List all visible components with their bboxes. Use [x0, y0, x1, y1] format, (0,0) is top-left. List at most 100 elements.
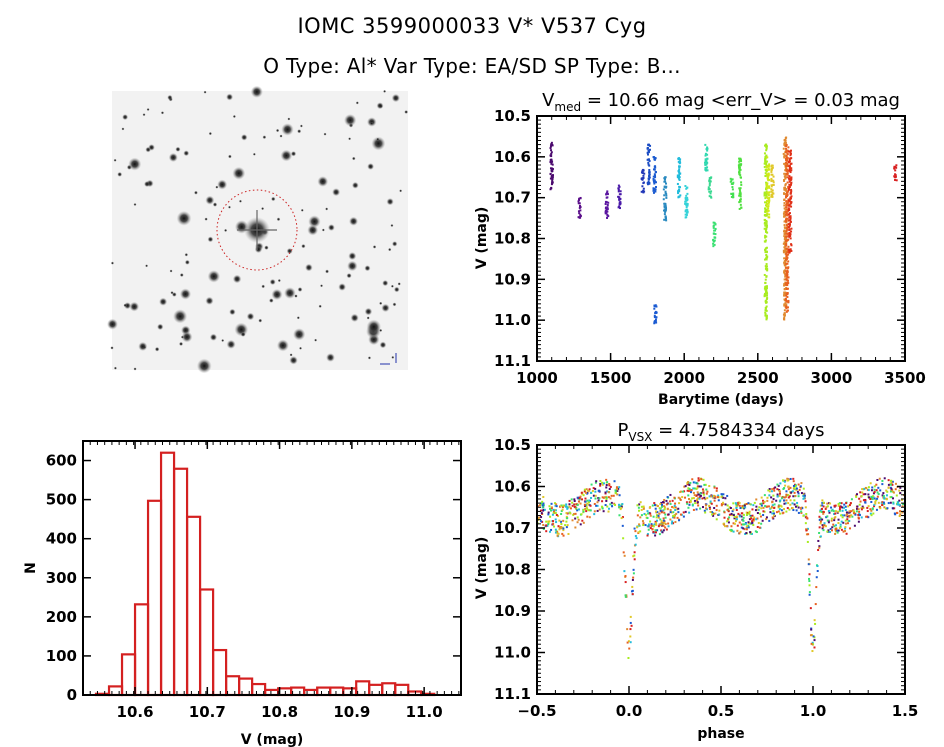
- lightcurve-point: [786, 152, 789, 155]
- star: [379, 301, 383, 305]
- phased-point: [808, 593, 811, 596]
- phased-point: [628, 647, 631, 650]
- lightcurve-point: [708, 188, 711, 191]
- lightcurve-point: [679, 158, 682, 161]
- lightcurve-point: [706, 149, 709, 152]
- phased-point: [898, 499, 901, 502]
- lightcurve-point: [664, 204, 667, 207]
- lightcurve-point: [784, 208, 787, 211]
- star: [227, 205, 231, 209]
- phased-point: [607, 510, 610, 513]
- phased-point: [658, 512, 661, 515]
- lightcurve-point: [704, 168, 707, 171]
- lightcurve-point: [765, 254, 768, 257]
- phased-point: [818, 546, 821, 549]
- lightcurve-point: [704, 160, 707, 163]
- lightcurve-point: [740, 181, 743, 184]
- lightcurve-point: [551, 174, 554, 177]
- phased-point: [825, 506, 828, 509]
- star: [175, 146, 181, 152]
- phased-point: [848, 527, 851, 530]
- lightcurve-point: [765, 263, 768, 266]
- phased-point: [747, 521, 750, 524]
- phased-point: [656, 519, 659, 522]
- phased-point: [642, 524, 645, 527]
- phased-point: [604, 491, 607, 494]
- phased-point: [822, 510, 825, 513]
- star: [232, 166, 246, 180]
- phased-point: [902, 503, 905, 506]
- phased-point: [862, 499, 865, 502]
- phased-point: [634, 530, 637, 533]
- phased-point: [723, 523, 726, 526]
- phased-point: [842, 530, 845, 533]
- phased-point: [589, 509, 592, 512]
- lightcurve-point: [785, 303, 788, 306]
- lightcurve-point: [677, 177, 680, 180]
- lightcurve-point: [653, 304, 656, 307]
- lightcurve-point: [784, 174, 787, 177]
- lightcurve-point: [784, 184, 787, 187]
- lightcurve-point: [788, 235, 791, 238]
- lightcurve-point: [684, 210, 687, 213]
- phased-point: [566, 517, 569, 520]
- phased-point: [875, 489, 878, 492]
- phased-point: [771, 488, 774, 491]
- phased-point: [702, 493, 705, 496]
- lightcurve-point: [765, 149, 768, 152]
- phased-point: [587, 501, 590, 504]
- phased-point: [884, 507, 887, 510]
- lightcurve-point: [664, 176, 667, 179]
- phased-point: [594, 487, 597, 490]
- phased-point: [833, 519, 836, 522]
- phased-point: [772, 517, 775, 520]
- phased-point: [558, 528, 561, 531]
- lightcurve-point: [767, 193, 770, 196]
- phased-point: [590, 496, 593, 499]
- lightcurve-point: [704, 143, 707, 146]
- lightcurve-point: [647, 149, 650, 152]
- phased-point: [766, 505, 769, 508]
- phased-point: [883, 506, 886, 509]
- lightcurve-point: [740, 163, 743, 166]
- phased-point: [655, 523, 658, 526]
- star: [128, 157, 142, 171]
- phased-point: [559, 520, 562, 523]
- phased-point: [618, 506, 621, 509]
- lightcurve-point: [712, 242, 715, 245]
- phased-point: [726, 504, 729, 507]
- lightcurve-point: [739, 157, 742, 160]
- lightcurve-point: [764, 162, 767, 165]
- phased-point: [769, 511, 772, 514]
- star: [287, 117, 291, 121]
- phased-point: [676, 516, 679, 519]
- lightcurve-point: [787, 299, 790, 302]
- lightcurve-point: [786, 181, 789, 184]
- phased-point: [553, 508, 556, 511]
- phased-point: [693, 499, 696, 502]
- lightcurve-point: [785, 151, 788, 154]
- phased-point: [881, 479, 884, 482]
- lightcurve-point: [663, 213, 666, 216]
- phased-point: [823, 522, 826, 525]
- phased-point: [734, 502, 737, 505]
- lightcurve-point: [785, 212, 788, 215]
- phased-point: [822, 525, 825, 528]
- phased-point: [899, 513, 902, 516]
- lightcurve-point: [664, 180, 667, 183]
- lightcurve-point: [763, 222, 766, 225]
- lightcurve-point: [788, 223, 791, 226]
- lightcurve-point: [765, 226, 768, 229]
- phased-point: [587, 509, 590, 512]
- phased-point: [744, 506, 747, 509]
- lightcurve-point: [783, 215, 786, 218]
- lightcurve-point: [786, 165, 789, 168]
- phased-point: [688, 503, 691, 506]
- star: [349, 216, 359, 226]
- phased-point: [808, 579, 811, 582]
- lightcurve-point: [738, 201, 741, 204]
- lightcurve-point: [788, 212, 791, 215]
- lightcurve-point: [739, 203, 742, 206]
- phased-point: [840, 514, 843, 517]
- star: [142, 113, 146, 117]
